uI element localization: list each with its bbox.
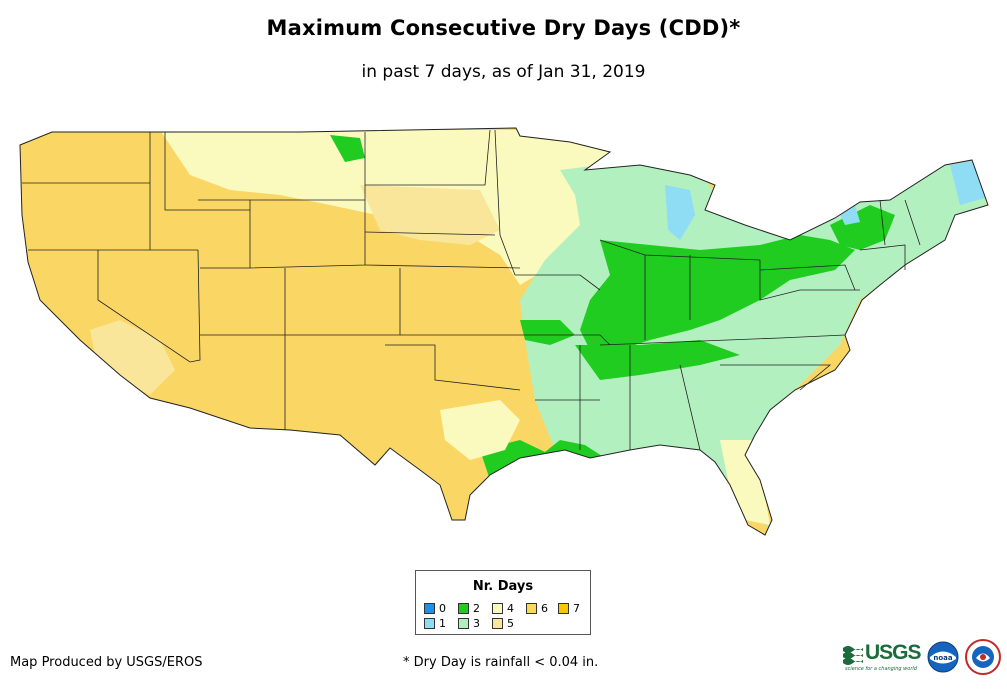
region-southwest-5 [90,320,175,395]
legend-item-7: 7 [558,603,580,615]
legend-swatch-6 [526,603,537,614]
legend-item-4: 4 [492,603,514,615]
legend-label: 2 [473,602,480,615]
legend-swatch-2 [458,603,469,614]
legend-item-0: 0 [424,603,446,615]
region-green-2-ohio [580,235,855,360]
usgs-logo: USGS [865,641,922,664]
legend: Nr. Days 0 1 2 3 4 5 6 7 [415,570,591,635]
legend-label: 3 [473,617,480,630]
legend-swatch-4 [492,603,503,614]
map-subtitle: in past 7 days, as of Jan 31, 2019 [361,62,646,82]
nws-logo-icon [965,639,1001,675]
legend-swatch-0 [424,603,435,614]
legend-label: 5 [507,617,514,630]
region-blue-1-michigan [665,185,695,240]
legend-swatch-1 [424,618,435,629]
region-plains-5 [360,185,500,245]
noaa-logo-icon: noaa [927,641,959,673]
noaa-logo-text: noaa [933,654,953,662]
legend-swatch-5 [492,618,503,629]
dry-day-footnote: * Dry Day is rainfall < 0.04 in. [403,655,599,670]
legend-swatch-7 [558,603,569,614]
legend-label: 7 [573,602,580,615]
map-title: Maximum Consecutive Dry Days (CDD)* [266,16,741,40]
legend-label: 4 [507,602,514,615]
region-florida-4 [720,440,770,525]
region-green-2-mt [330,135,365,162]
credit-text: Map Produced by USGS/EROS [10,655,203,670]
legend-item-1: 1 [424,618,446,630]
legend-label: 6 [541,602,548,615]
legend-item-6: 6 [526,603,548,615]
usgs-wave-icon [843,646,863,665]
legend-label: 0 [439,602,446,615]
legend-title: Nr. Days [472,579,534,594]
usgs-tagline: science for a changing world [845,666,917,672]
legend-item-5: 5 [492,618,514,630]
legend-swatch-3 [458,618,469,629]
state-boundaries [19,127,989,536]
legend-item-3: 3 [458,618,480,630]
legend-label: 1 [439,617,446,630]
region-green-2-band [575,340,740,380]
legend-item-2: 2 [458,603,480,615]
region-texas-4 [440,400,520,460]
region-green-2-la [520,320,575,345]
agency-logos: USGS science for a changing world noaa [843,638,1003,678]
region-green-2-north [830,205,895,250]
